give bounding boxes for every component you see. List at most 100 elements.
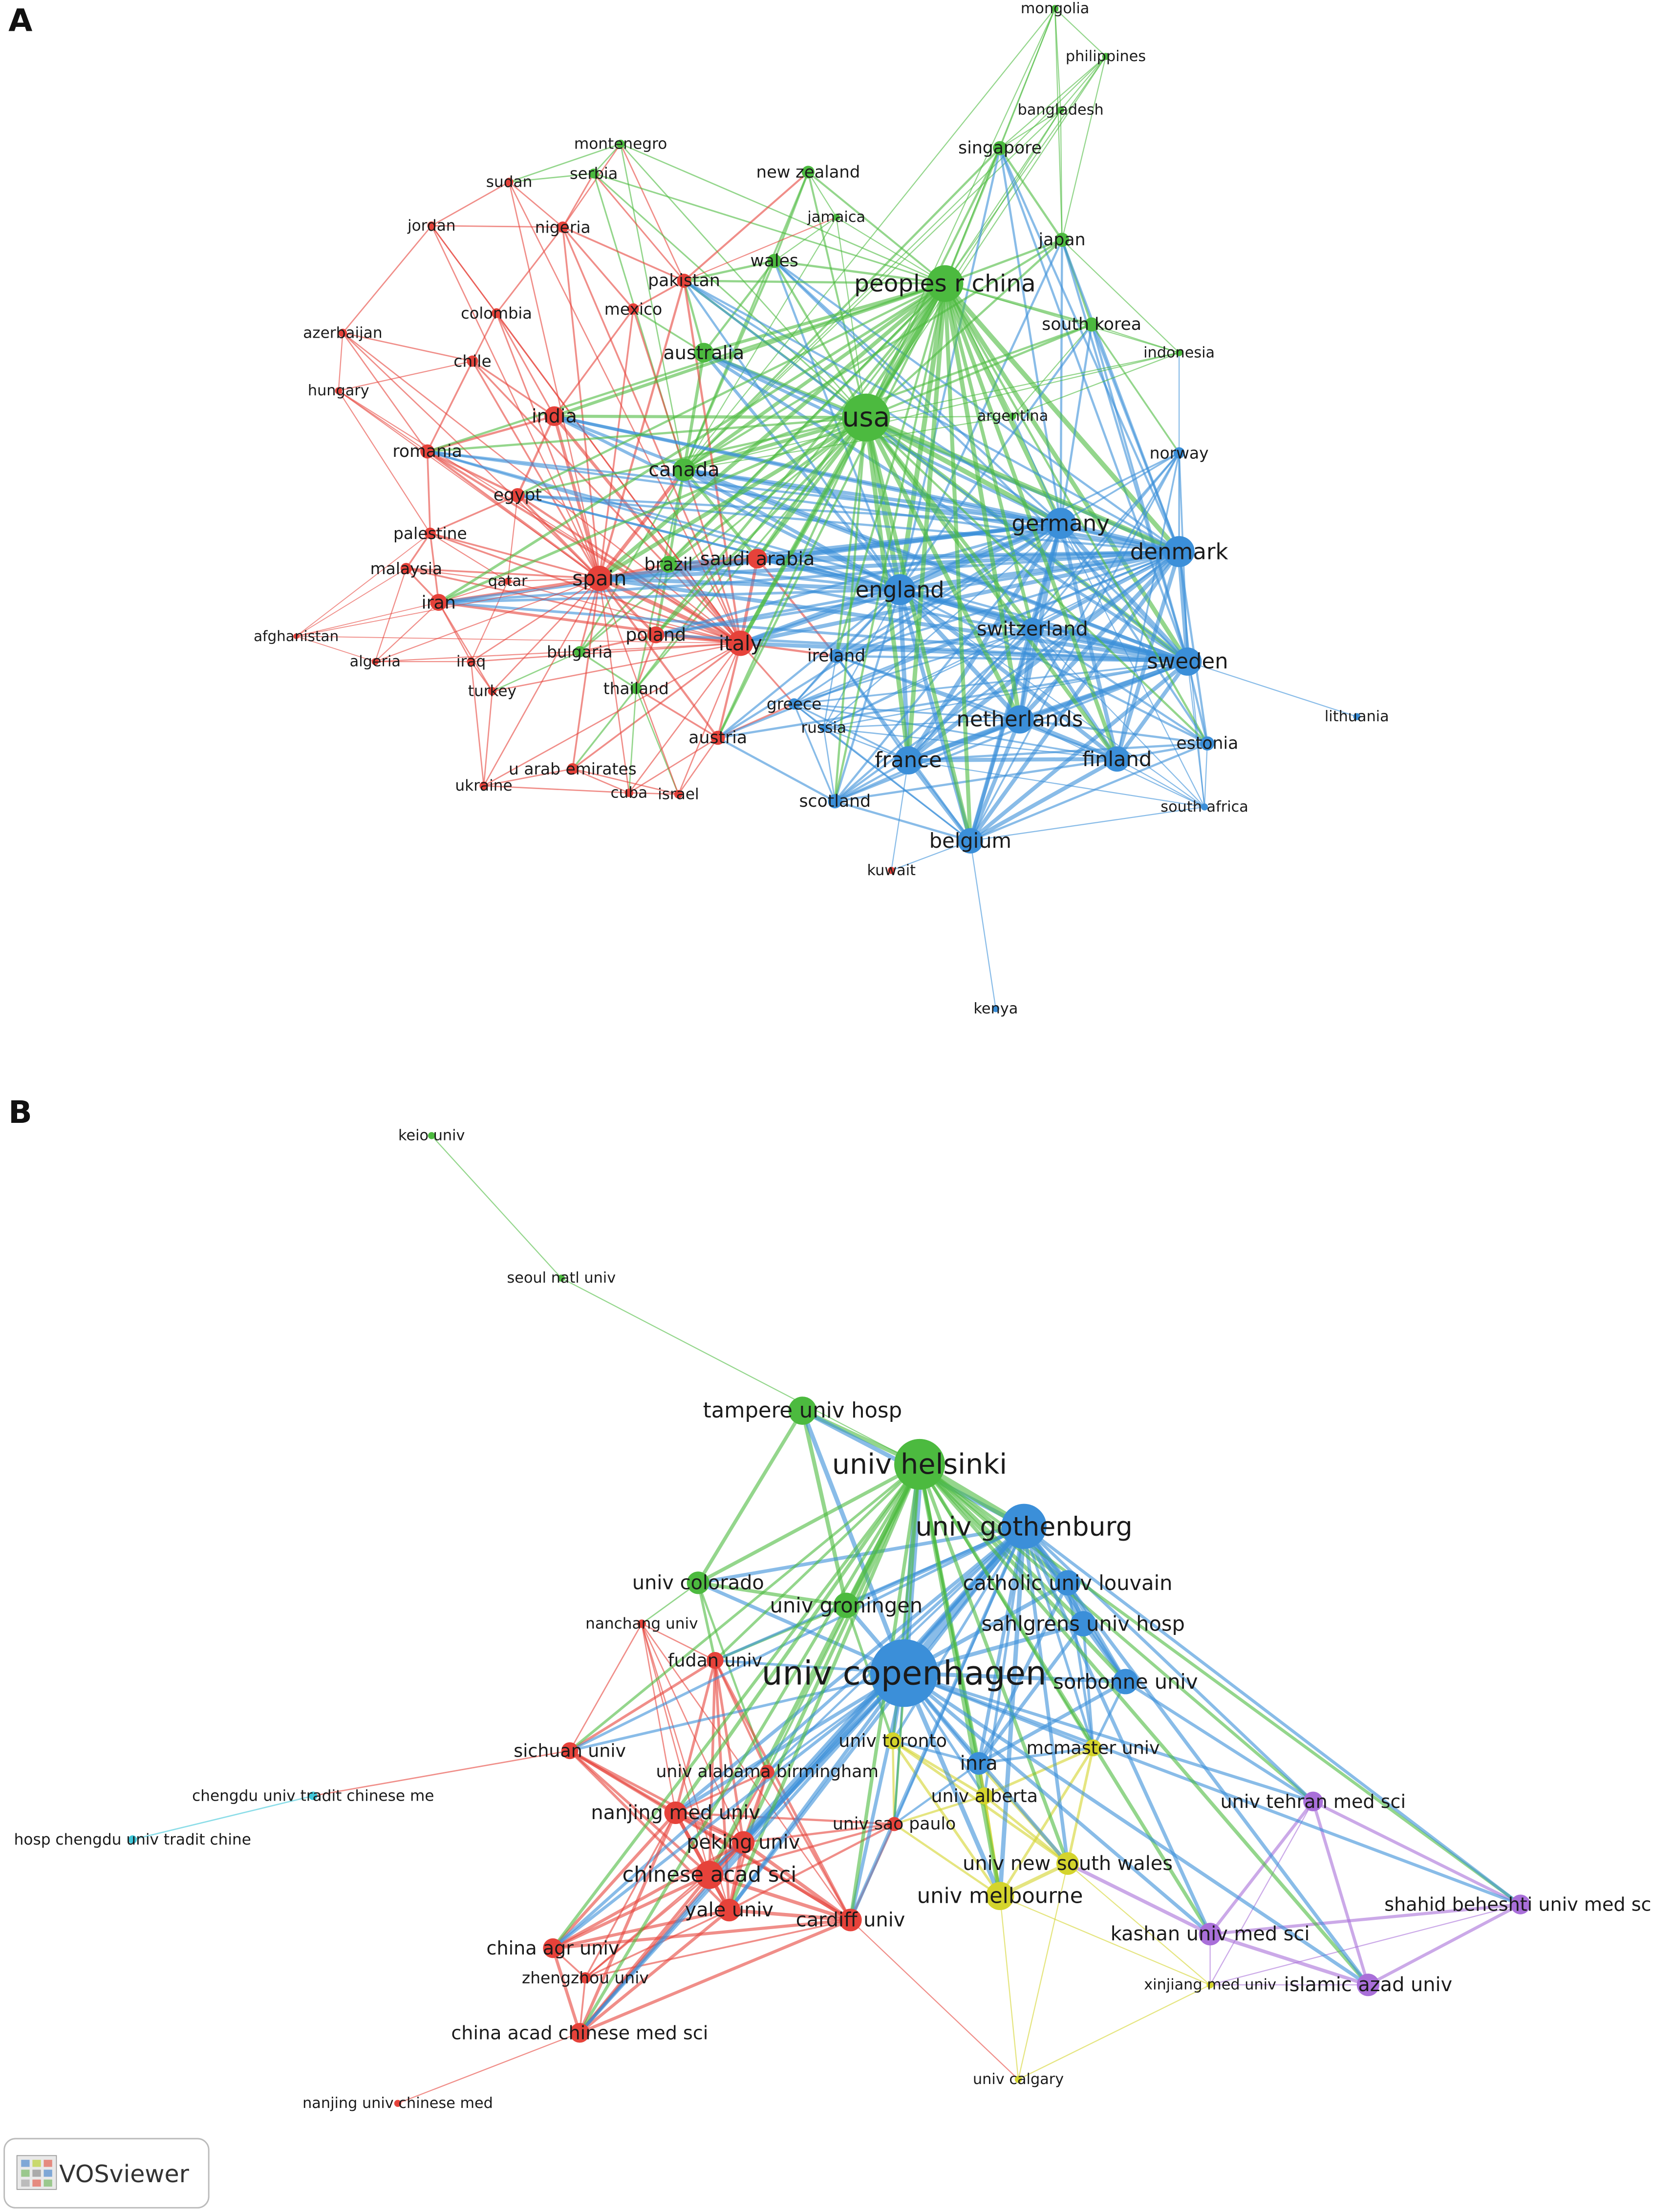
- node-label: nanchang univ: [585, 1615, 698, 1632]
- node-label: philippines: [1066, 48, 1146, 65]
- node-label: jordan: [407, 217, 456, 235]
- edge: [551, 1811, 677, 1950]
- edge: [1022, 1525, 1370, 1987]
- edge: [472, 312, 497, 362]
- node-label: mcmaster univ: [1027, 1738, 1160, 1759]
- edge: [773, 259, 867, 419]
- node-label: germany: [1011, 511, 1110, 537]
- edge: [312, 1750, 571, 1797]
- node: [627, 303, 639, 315]
- edge: [1116, 742, 1209, 760]
- edge: [738, 281, 947, 645]
- node-label: univ tehran med sci: [1221, 1791, 1406, 1812]
- edge: [562, 143, 622, 228]
- node-label: cuba: [611, 784, 648, 802]
- node: [760, 1764, 774, 1779]
- node-label: israel: [658, 785, 699, 803]
- edge: [1116, 451, 1180, 760]
- edge: [906, 281, 947, 763]
- edge: [430, 225, 564, 228]
- edge: [599, 578, 630, 794]
- node: [567, 763, 579, 775]
- edge: [823, 727, 1118, 760]
- edge: [674, 1811, 896, 1825]
- node: [788, 698, 800, 710]
- node: [674, 790, 683, 799]
- edge: [597, 281, 947, 580]
- edge: [696, 1462, 922, 1585]
- edge: [738, 641, 1190, 664]
- edge: [584, 1919, 852, 1979]
- node: [894, 1439, 945, 1490]
- edge: [848, 1525, 1026, 1922]
- edge: [1208, 1903, 1522, 1936]
- edge: [632, 308, 705, 354]
- edge: [1031, 628, 1209, 745]
- node: [574, 646, 585, 658]
- edge: [572, 642, 742, 770]
- node-label: argentina: [977, 408, 1049, 425]
- edge: [572, 687, 637, 770]
- node: [819, 724, 828, 732]
- edge: [793, 551, 1180, 705]
- node-label: univ new south wales: [963, 1852, 1173, 1875]
- edge: [918, 1462, 1370, 1987]
- node: [828, 794, 842, 809]
- node: [586, 565, 612, 591]
- node-label: chengdu univ tradit chinese me: [192, 1787, 434, 1804]
- node-label: yale univ: [685, 1899, 773, 1921]
- edge: [943, 281, 1119, 761]
- node: [672, 458, 696, 481]
- edge: [944, 56, 1107, 284]
- node-label: china acad chinese med sci: [451, 2022, 708, 2043]
- node: [926, 265, 964, 302]
- node-label: inra: [960, 1752, 998, 1775]
- node-label: nanjing univ chinese med: [302, 2095, 493, 2112]
- node-label: malaysia: [370, 559, 442, 578]
- node: [504, 578, 512, 585]
- edge: [907, 760, 1205, 808]
- edge: [470, 643, 741, 663]
- node-label: romania: [392, 442, 462, 461]
- edge: [426, 451, 431, 535]
- edge: [1012, 323, 1093, 417]
- edge: [1017, 717, 1119, 761]
- logo[interactable]: VOSviewer: [3, 2138, 210, 2209]
- node: [1206, 1981, 1214, 1989]
- node: [1055, 233, 1069, 247]
- edge: [891, 1739, 1002, 1897]
- edge: [969, 742, 1209, 842]
- edge: [483, 690, 493, 787]
- node: [677, 274, 691, 288]
- edge: [716, 642, 742, 739]
- edge: [702, 282, 947, 354]
- edge: [578, 1811, 677, 2035]
- node: [1084, 1739, 1102, 1757]
- logo-icon: [16, 2155, 57, 2190]
- edge: [682, 351, 706, 472]
- edge: [944, 282, 1209, 745]
- node-label: spain: [572, 566, 626, 590]
- edge: [426, 360, 473, 452]
- edge: [516, 494, 742, 644]
- edge: [834, 522, 1062, 803]
- edge: [793, 655, 837, 705]
- node: [488, 687, 497, 696]
- edge: [1058, 521, 1182, 554]
- edge: [968, 757, 1119, 843]
- edge: [495, 312, 555, 417]
- edge: [561, 226, 634, 310]
- node-label: england: [856, 577, 945, 602]
- edge: [968, 717, 1022, 843]
- node-label: hosp chengdu univ tradit chine: [14, 1831, 251, 1848]
- node-label: univ melbourne: [917, 1884, 1083, 1908]
- node: [561, 1742, 579, 1760]
- node: [479, 781, 488, 790]
- node-label: kashan univ med sci: [1111, 1923, 1310, 1945]
- edge: [628, 737, 719, 794]
- edge: [342, 332, 428, 452]
- node: [128, 1835, 137, 1844]
- edge: [654, 416, 868, 636]
- node-label: australia: [663, 342, 744, 364]
- node-label: thailand: [603, 679, 669, 698]
